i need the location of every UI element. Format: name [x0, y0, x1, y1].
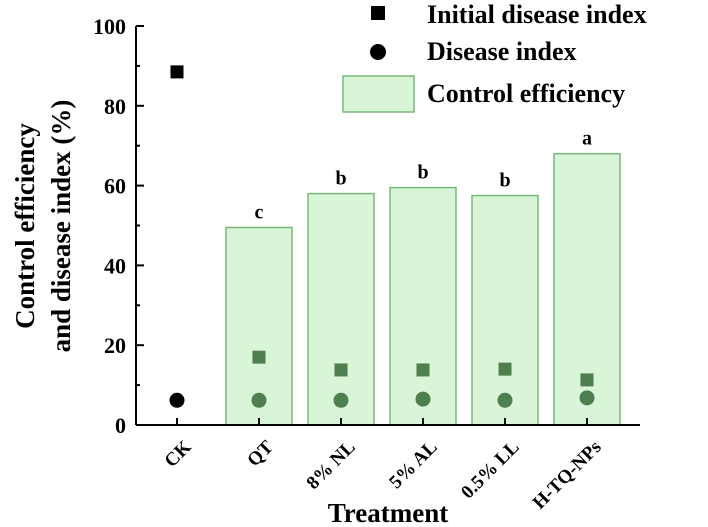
- significance-label-8-nl: b: [335, 168, 346, 190]
- disease-index-point-5-al: [415, 391, 431, 407]
- x-axis-title: Treatment: [328, 498, 448, 527]
- initial-disease-index-point-qt: [252, 350, 266, 364]
- y-axis-title: Control efficiency and disease index (%): [10, 100, 76, 353]
- initial-disease-index-point-ck: [170, 65, 184, 79]
- x-tick-label-5-al: 5% AL: [385, 437, 441, 493]
- legend-label-disease-index: Disease index: [427, 37, 577, 66]
- bar-qt: [225, 226, 293, 426]
- initial-disease-index-point-h-tq-nps: [580, 373, 594, 387]
- legend-bar-swatch: [342, 75, 415, 113]
- disease-index-point-0-5-ll: [497, 392, 513, 408]
- bar-8-nl: [307, 192, 375, 426]
- legend-square-marker: [371, 6, 385, 20]
- x-tick-label-0-5-ll: 0.5% LL: [457, 437, 523, 503]
- x-tick-label-h-tq-nps: H-TQ-NPs: [529, 437, 606, 514]
- initial-disease-index-point-8-nl: [334, 363, 348, 377]
- disease-index-point-8-nl: [333, 392, 349, 408]
- significance-label-5-al: b: [417, 162, 428, 184]
- y-tick-label-40: 40: [104, 253, 126, 278]
- initial-disease-index-point-0-5-ll: [498, 362, 512, 376]
- legend-circle-marker: [370, 44, 386, 60]
- y-axis-title-line-1: Control efficiency: [10, 123, 40, 329]
- x-tick-label-ck: CK: [161, 437, 196, 472]
- bar-5-al: [389, 186, 457, 426]
- bar-group: c b b b a: [225, 128, 621, 426]
- y-tick-label-60: 60: [104, 174, 126, 199]
- legend: Initial disease index Disease index Cont…: [342, 0, 647, 113]
- marker-group: [169, 65, 595, 408]
- y-tick-label-0: 0: [115, 413, 126, 438]
- y-tick-label-100: 100: [93, 14, 126, 39]
- y-tick-label-80: 80: [104, 94, 126, 119]
- x-tick-label-8-nl: 8% NL: [303, 437, 360, 494]
- initial-disease-index-point-5-al: [416, 363, 430, 377]
- disease-index-point-qt: [251, 392, 267, 408]
- disease-index-point-ck: [169, 392, 185, 408]
- x-tick-label-qt: QT: [243, 437, 277, 471]
- significance-label-0-5-ll: b: [499, 170, 510, 192]
- bar-0-5-ll: [471, 194, 539, 426]
- legend-label-initial-disease-index: Initial disease index: [427, 0, 647, 29]
- y-tick-label-20: 20: [104, 333, 126, 358]
- disease-index-point-h-tq-nps: [579, 390, 595, 406]
- significance-label-qt: c: [255, 201, 264, 223]
- y-axis-title-line-2: and disease index (%): [46, 100, 76, 353]
- significance-label-h-tq-nps: a: [582, 128, 592, 150]
- legend-label-control-efficiency: Control efficiency: [427, 79, 625, 108]
